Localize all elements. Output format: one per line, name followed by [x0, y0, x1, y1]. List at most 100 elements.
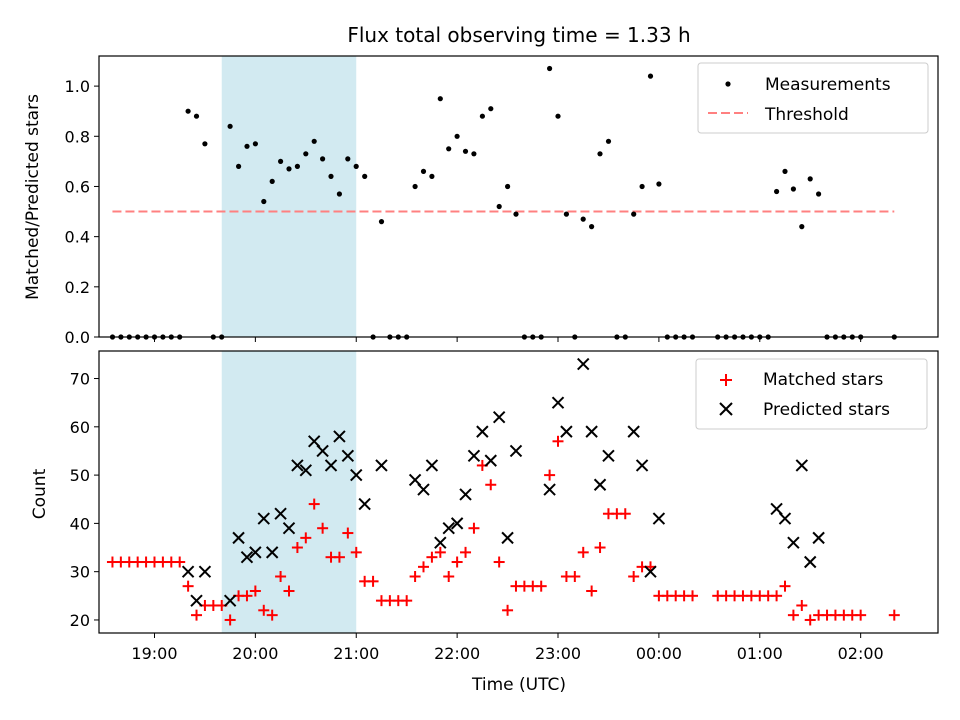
measurement-point: [429, 173, 435, 179]
predicted-star-marker: [299, 464, 313, 477]
matched-star-marker: [779, 580, 791, 592]
x-tick-label: 00:00: [636, 644, 682, 663]
bottom-y-tick-label: 40: [70, 514, 90, 533]
predicted-star-marker: [341, 449, 355, 462]
bottom-y-tick-label: 30: [70, 563, 90, 582]
matched-star-marker: [619, 508, 631, 520]
top-y-tick-label: 0.0: [65, 328, 90, 347]
matched-star-marker: [443, 571, 455, 583]
x-tick-label: 02:00: [838, 644, 884, 663]
measurement-point: [656, 181, 662, 187]
matched-star-marker: [426, 551, 438, 563]
measurement-point: [782, 168, 788, 174]
measurement-point: [278, 158, 284, 164]
measurement-point: [362, 173, 368, 179]
matched-star-marker: [283, 585, 295, 597]
measurement-point: [437, 96, 443, 102]
measurement-point: [446, 146, 452, 152]
x-tick-label: 01:00: [737, 644, 783, 663]
predicted-star-marker: [316, 444, 329, 458]
predicted-star-marker: [282, 522, 296, 535]
predicted-star-marker: [350, 468, 363, 482]
measurement-point: [597, 151, 603, 157]
legend-marker-matched-stars: [720, 374, 732, 386]
measurement-point: [202, 141, 208, 147]
top-plot-frame: [98, 55, 939, 338]
predicted-star-marker: [585, 425, 598, 438]
measurement-point: [555, 113, 561, 119]
x-tick-label: 20:00: [232, 644, 278, 663]
measurement-point: [311, 138, 317, 144]
predicted-star-marker: [198, 565, 212, 578]
matched-star-marker: [586, 585, 598, 597]
x-tick-label: 21:00: [333, 644, 379, 663]
measurement-point: [505, 183, 511, 190]
matched-star-marker: [275, 571, 287, 583]
measurement-point: [353, 163, 359, 169]
x-axis-label: Time (UTC): [471, 675, 566, 695]
measurement-point: [269, 178, 275, 184]
observing-interval-shade-top: [221, 56, 357, 337]
bottom-y-tick-label: 50: [70, 466, 90, 485]
predicted-star-marker: [602, 449, 615, 462]
predicted-star-marker: [543, 483, 556, 496]
measurement-point: [420, 168, 427, 174]
predicted-star-marker: [577, 357, 590, 371]
predicted-star-marker: [291, 459, 304, 472]
bottom-legend: Matched stars Predicted stars: [695, 358, 928, 430]
bottom-panel: 20 30 40 50 60 70 19:00 20:00 21:00 22:00 23:00 00:…: [30, 350, 939, 695]
matched-star-marker: [460, 546, 472, 558]
x-tick-label: 22:00: [434, 644, 480, 663]
predicted-star-marker: [190, 594, 203, 607]
measurement-point: [227, 123, 233, 129]
legend-label-threshold: Threshold: [764, 105, 849, 125]
measurement-point: [303, 151, 309, 157]
matched-star-marker: [342, 527, 354, 539]
matched-star-marker: [317, 522, 329, 534]
chart-title: Flux total observing time = 1.33 h: [347, 23, 690, 47]
bottom-y-tick-label: 60: [70, 418, 90, 437]
matched-star-marker: [485, 479, 497, 491]
x-tick-label: 19:00: [131, 644, 177, 663]
measurement-point: [320, 156, 326, 162]
predicted-star-marker: [509, 444, 523, 458]
measurement-point: [547, 65, 553, 72]
measurement-point: [799, 224, 805, 230]
matched-star-marker: [191, 609, 203, 621]
measurement-point: [496, 203, 502, 210]
predicted-star-marker: [635, 459, 649, 472]
bottom-plot-frame: [98, 350, 939, 634]
predicted-star-marker: [450, 517, 464, 530]
matched-star-marker: [535, 580, 547, 592]
predicted-star-marker: [274, 507, 287, 520]
predicted-star-marker: [358, 497, 371, 511]
measurement-point: [816, 191, 822, 197]
measurement-point: [261, 198, 267, 205]
matched-star-marker: [855, 609, 867, 621]
measurement-point: [513, 211, 519, 217]
matched-star-marker: [888, 609, 900, 621]
predicted-star-marker: [484, 454, 497, 467]
top-y-axis-label: Matched/Predicted stars: [23, 94, 43, 300]
predicted-star-marker: [778, 512, 792, 525]
predicted-star-marker: [223, 594, 237, 607]
matched-star-marker: [804, 614, 816, 626]
predicted-star-marker: [324, 459, 338, 472]
measurement-point: [454, 133, 460, 139]
matched-star-marker: [182, 580, 194, 592]
predicted-star-marker: [627, 425, 640, 438]
matched-star-marker: [300, 532, 312, 544]
measurement-point: [605, 138, 612, 144]
top-y-tick-label: 0.2: [65, 278, 90, 297]
measurement-point: [471, 151, 477, 157]
matched-star-marker: [577, 546, 589, 558]
predicted-star-marker: [232, 531, 245, 545]
top-legend: Measurements Threshold: [697, 62, 929, 134]
matched-star-marker: [409, 571, 421, 583]
top-y-tick-label: 0.6: [65, 177, 90, 196]
matched-star-marker: [434, 546, 446, 558]
matched-star-marker: [333, 551, 345, 563]
predicted-star-marker: [652, 512, 666, 525]
measurement-point: [647, 73, 654, 79]
predicted-star-marker: [459, 488, 472, 501]
